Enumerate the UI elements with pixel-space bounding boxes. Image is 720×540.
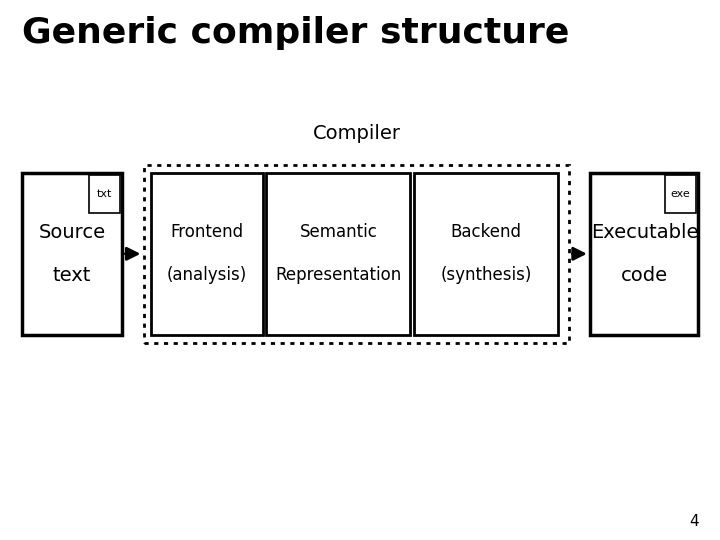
Text: Generic compiler structure: Generic compiler structure xyxy=(22,16,569,50)
Text: Frontend: Frontend xyxy=(171,223,243,241)
FancyBboxPatch shape xyxy=(151,173,263,335)
Text: Semantic: Semantic xyxy=(300,223,377,241)
Text: Compiler: Compiler xyxy=(312,124,400,143)
Text: (analysis): (analysis) xyxy=(167,266,247,285)
FancyBboxPatch shape xyxy=(22,173,122,335)
FancyBboxPatch shape xyxy=(144,165,569,343)
FancyBboxPatch shape xyxy=(89,175,120,213)
FancyBboxPatch shape xyxy=(590,173,698,335)
Text: Source: Source xyxy=(38,222,106,242)
Text: text: text xyxy=(53,266,91,285)
Text: Executable: Executable xyxy=(590,222,698,242)
Text: Backend: Backend xyxy=(451,223,521,241)
Text: (synthesis): (synthesis) xyxy=(441,266,531,285)
Text: 4: 4 xyxy=(689,514,698,529)
FancyBboxPatch shape xyxy=(266,173,410,335)
Text: code: code xyxy=(621,266,668,285)
Text: txt: txt xyxy=(96,189,112,199)
FancyBboxPatch shape xyxy=(665,175,696,213)
Text: Representation: Representation xyxy=(275,266,402,285)
FancyBboxPatch shape xyxy=(414,173,558,335)
Text: exe: exe xyxy=(670,189,690,199)
